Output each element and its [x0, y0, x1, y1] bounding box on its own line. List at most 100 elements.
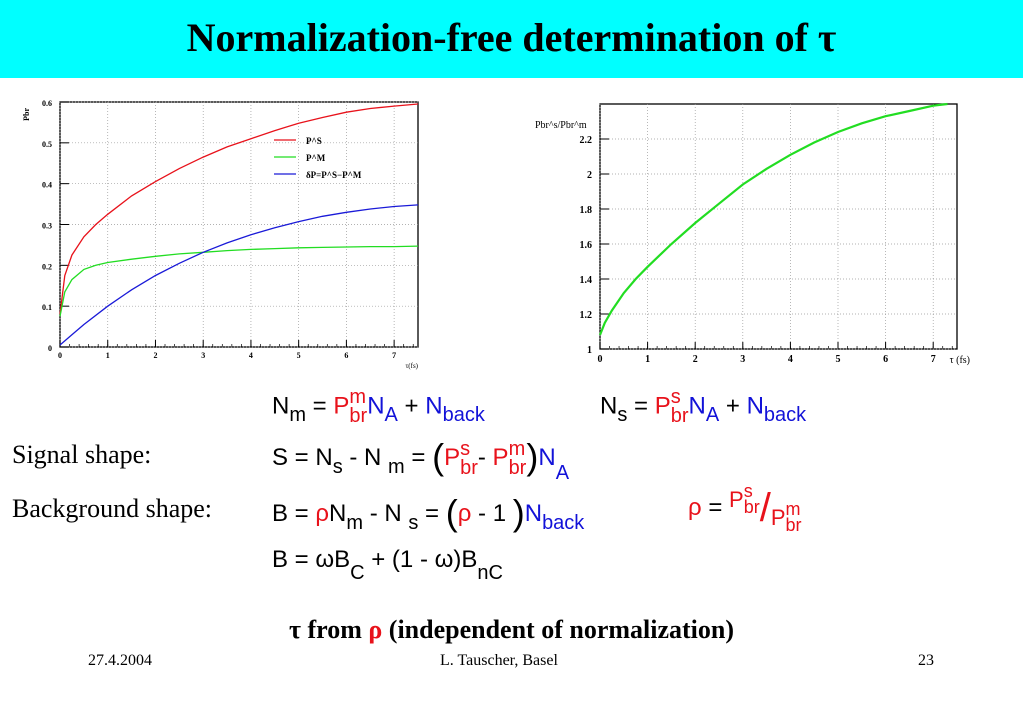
eq-text: N — [425, 392, 443, 420]
y-tick-label: 0.6 — [42, 99, 52, 108]
y-tick-label: 0.3 — [42, 222, 52, 231]
eq-text: B — [334, 546, 351, 573]
y-axis-label: Pbr — [22, 108, 31, 121]
paren-close: ) — [512, 492, 525, 533]
eq-stack: m br — [349, 386, 368, 427]
eq-sub: A — [384, 404, 398, 427]
eq-sub: back — [763, 404, 807, 427]
x-tick-label: 7 — [931, 354, 936, 365]
x-tick-label: 2 — [693, 354, 698, 365]
eq-sub: br — [349, 405, 368, 427]
eq-sup: s — [460, 437, 471, 460]
footer-page: 23 — [918, 652, 934, 669]
eq-sub: back — [542, 512, 585, 534]
eq-text: + — [397, 392, 426, 420]
eq-stack: s br — [460, 437, 478, 479]
eq-sub: m — [289, 404, 307, 427]
eq-text: - N — [363, 500, 409, 527]
eq-sub: br — [743, 496, 760, 517]
y-tick-label: 0 — [48, 344, 52, 353]
x-tick-label: 3 — [201, 351, 205, 360]
y-tick-label: 1.6 — [580, 240, 593, 251]
eq-text: N — [524, 500, 543, 527]
eq-text: P — [492, 444, 509, 471]
eq-text: P — [654, 392, 671, 420]
eq-text: ω — [434, 546, 454, 573]
y-tick-label: 2.2 — [580, 135, 593, 146]
eq-sup: m — [508, 437, 526, 460]
eq-sub: s — [408, 512, 419, 534]
eq-stack: s br — [670, 386, 689, 426]
plot-frame — [59, 101, 419, 348]
y-tick-label: 1 — [587, 345, 592, 356]
eq-text: )B — [453, 546, 478, 573]
x-tick-label: 1 — [106, 351, 110, 360]
eq-sub: m — [388, 456, 405, 478]
eq-text: N — [367, 392, 385, 420]
paren-open: ( — [445, 492, 458, 533]
equation-signal: S = Ns - N m = (Ps br- Pm br)NA — [272, 436, 569, 484]
eq-sub: back — [442, 404, 485, 427]
y-tick-label: 1.2 — [580, 310, 593, 321]
eq-sup: m — [349, 386, 367, 408]
eq-sub: m — [346, 512, 364, 534]
y-tick-label: 1.4 — [580, 275, 593, 286]
eq-text: B = — [272, 546, 316, 573]
x-axis-label: τ (fs) — [950, 355, 970, 366]
x-tick-label: 6 — [344, 351, 348, 360]
eq-text: = — [701, 494, 730, 521]
legend-label: P^M — [306, 153, 326, 163]
x-tick-label: 4 — [788, 354, 793, 365]
eq-text: = — [418, 500, 446, 527]
x-tick-label: 6 — [883, 354, 888, 365]
eq-sub: s — [332, 456, 343, 478]
equation-ns: Ns = Ps brNA + Nback — [600, 386, 807, 427]
y-axis-label: Pbr^s/Pbr^m — [535, 120, 587, 131]
y-tick-label: 0.4 — [42, 181, 52, 190]
conclusion-text: (independent of normalization) — [382, 615, 735, 644]
eq-sup: m — [785, 498, 801, 519]
x-tick-label: 2 — [153, 351, 157, 360]
x-tick-label: 7 — [392, 351, 396, 360]
eq-text: N — [688, 392, 706, 420]
y-tick-label: 0.2 — [42, 262, 52, 271]
eq-text: ρ — [688, 494, 702, 521]
series-line — [598, 102, 948, 336]
eq-sub: A — [555, 462, 570, 484]
footer-author: L. Tauscher, Basel — [440, 652, 558, 669]
x-tick-label: 0 — [58, 351, 62, 360]
eq-text: ρ — [457, 500, 472, 527]
plot-frame — [599, 103, 958, 350]
y-tick-label: 2 — [587, 170, 592, 181]
eq-text: = — [404, 444, 433, 471]
eq-stack: m br — [785, 498, 802, 535]
eq-text: + (1 - — [364, 546, 435, 573]
eq-text: N — [272, 392, 290, 420]
conclusion-text: from — [300, 615, 369, 644]
eq-text: P — [770, 505, 786, 530]
conclusion-line: τ from ρ (independent of normalization) — [0, 615, 1023, 645]
eq-text: P — [729, 487, 744, 512]
eq-sub: C — [350, 562, 365, 584]
legend-label: P^S — [306, 136, 322, 146]
x-tick-label: 5 — [836, 354, 841, 365]
eq-sub: br — [508, 456, 527, 479]
eq-sub: br — [785, 514, 802, 535]
left-plot: 0 1 2 3 4 5 6 7 0 0.1 0.2 0.3 0.4 0.5 0.6 τ(fs) Pbr P^S P^… — [20, 92, 440, 372]
equation-background: B = ρNm - N s = (ρ - 1 )Nback — [272, 492, 584, 534]
eq-text: N — [538, 444, 556, 471]
title-bar: Normalization-free determination of τ — [0, 0, 1023, 78]
conclusion-rho: ρ — [368, 615, 383, 644]
conclusion-tau: τ — [288, 615, 301, 644]
eq-sup: s — [743, 480, 753, 501]
footer-date: 27.4.2004 — [88, 652, 152, 669]
x-tick-label: 5 — [297, 351, 301, 360]
eq-sub: nC — [477, 562, 503, 584]
x-tick-label: 1 — [645, 354, 650, 365]
paren-close: ) — [526, 436, 539, 477]
eq-sub: br — [460, 456, 478, 479]
eq-sup: s — [670, 386, 681, 408]
eq-text: - N — [342, 444, 389, 471]
eq-stack: m br — [508, 437, 527, 479]
x-tick-label: 0 — [598, 354, 603, 365]
